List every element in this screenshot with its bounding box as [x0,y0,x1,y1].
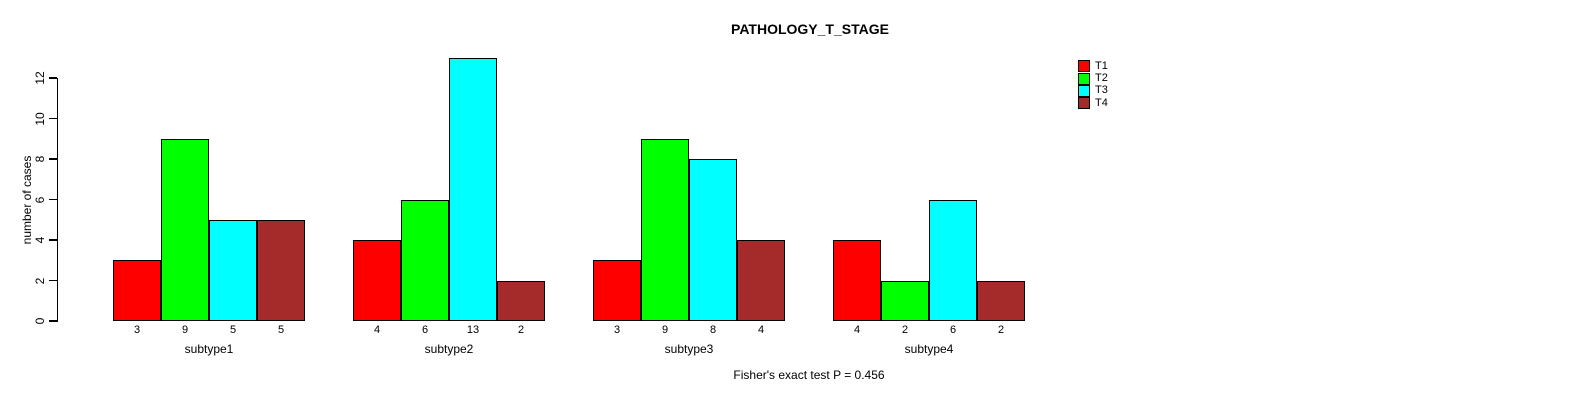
bar-T2-subtype3 [641,138,689,321]
bar-value-label: 4 [853,324,861,336]
y-axis-tick-label: 12 [33,71,47,85]
legend-entry-T4: T4 [1078,96,1108,110]
x-category-label: subtype4 [904,342,954,356]
fisher-test-caption: Fisher's exact test P = 0.456 [733,368,885,382]
chart-title: PATHOLOGY_T_STAGE [731,21,889,37]
bar-value-label: 2 [901,324,909,336]
legend-label: T1 [1095,59,1108,72]
bar-value-label: 13 [466,324,480,336]
y-axis-tick-label: 10 [33,111,47,126]
legend-swatch-icon [1078,97,1090,110]
bar-T2-subtype1 [161,138,209,321]
bar-T4-subtype2 [497,280,545,321]
y-axis-tick-label: 4 [33,236,47,244]
y-axis-tick-label: 0 [33,317,47,325]
bar-value-label: 2 [517,324,525,336]
y-axis-label: number of cases [20,155,34,245]
y-axis-tick-label: 2 [33,277,47,284]
bar-value-label: 2 [997,324,1005,336]
bar-value-label: 4 [373,324,381,336]
bar-T4-subtype3 [737,240,785,321]
bar-T2-subtype2 [401,199,449,321]
y-axis-tick [48,239,57,241]
x-category-label: subtype3 [664,342,714,356]
bar-value-label: 5 [277,324,285,336]
bar-T1-subtype3 [593,260,641,321]
bar-T4-subtype1 [257,219,305,321]
bar-value-label: 3 [133,324,141,336]
bar-T2-subtype4 [881,280,929,321]
x-category-label: subtype1 [184,342,234,356]
legend-swatch-icon [1078,84,1090,97]
y-axis-line [56,78,58,322]
bar-value-label: 6 [949,324,957,336]
bar-T3-subtype2 [449,57,497,321]
bar-T1-subtype2 [353,240,401,321]
bar-T3-subtype1 [209,219,257,321]
bar-value-label: 8 [709,324,717,336]
y-axis-tick-label: 6 [33,196,47,203]
bar-T1-subtype1 [113,260,161,321]
bar-T3-subtype3 [689,159,737,321]
legend-label: T2 [1095,72,1108,85]
legend-label: T4 [1095,96,1108,109]
legend-entry-T2: T2 [1078,72,1108,85]
bar-value-label: 9 [661,324,669,336]
bar-T1-subtype4 [833,240,881,321]
legend-swatch-icon [1078,72,1090,85]
y-axis-tick [48,158,57,160]
legend-swatch-icon [1078,60,1090,73]
legend: T1 T2 T3 T4 [1078,60,1108,110]
y-axis-tick [48,320,57,322]
legend-entry-T3: T3 [1078,84,1108,97]
bar-value-label: 9 [181,324,189,336]
y-axis-tick [48,198,57,201]
y-axis-tick [48,77,57,79]
bar-T3-subtype4 [929,199,977,321]
bar-value-label: 3 [613,324,621,336]
y-axis-tick [48,279,57,282]
x-category-label: subtype2 [424,342,474,356]
bar-value-label: 4 [757,324,765,336]
y-axis-tick [48,117,57,120]
y-axis-tick-label: 8 [33,155,47,163]
bar-value-label: 6 [421,324,429,336]
bar-T4-subtype4 [977,280,1025,321]
legend-label: T3 [1095,84,1108,97]
bar-value-label: 5 [229,324,237,336]
legend-entry-T1: T1 [1078,59,1108,73]
